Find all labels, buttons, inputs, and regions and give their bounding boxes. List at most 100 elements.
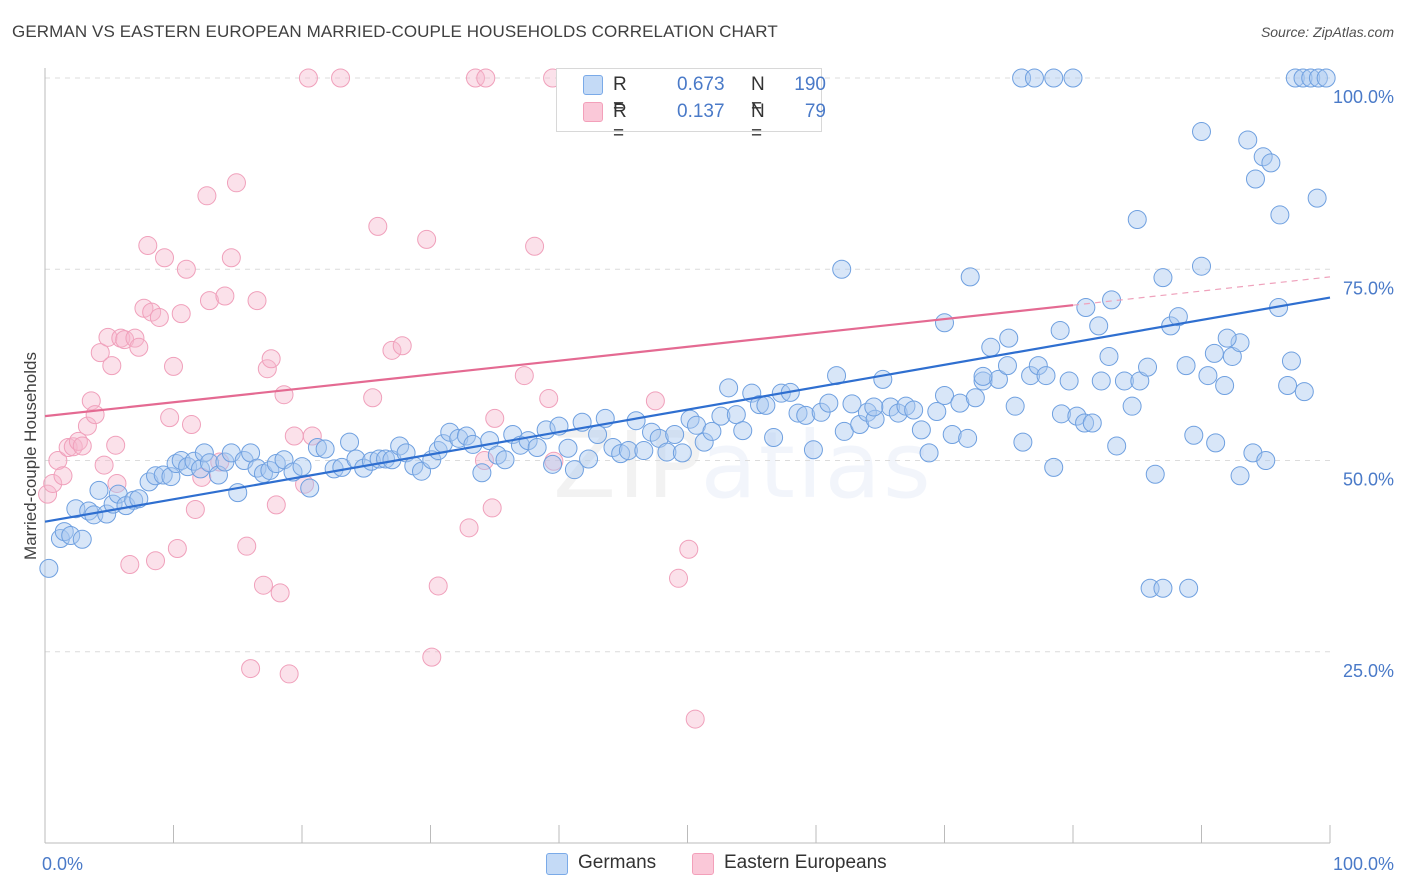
data-point-german xyxy=(1316,68,1336,88)
data-point-german xyxy=(999,328,1019,348)
data-point-eastern-european xyxy=(43,473,63,493)
data-point-german xyxy=(981,337,1001,357)
data-point-german xyxy=(1204,343,1224,363)
data-point-german xyxy=(1122,396,1142,416)
data-point-german xyxy=(1051,404,1071,424)
data-point-german xyxy=(1307,188,1327,208)
data-point-eastern-european xyxy=(465,68,485,88)
data-point-german xyxy=(1024,68,1044,88)
data-point-eastern-european xyxy=(176,259,196,279)
data-point-eastern-european xyxy=(77,416,97,436)
data-point-german xyxy=(1082,413,1102,433)
data-point-german xyxy=(1278,376,1298,396)
legend-stats: R = 0.673 N = 190 R = 0.137 N = 79 xyxy=(556,68,826,144)
data-point-german xyxy=(1091,371,1111,391)
data-point-german xyxy=(463,434,483,454)
data-point-german xyxy=(803,440,823,460)
data-point-german xyxy=(1153,268,1173,288)
data-point-german xyxy=(558,438,578,458)
data-point-german xyxy=(1114,371,1134,391)
data-point-german xyxy=(1176,356,1196,376)
data-point-german xyxy=(1184,425,1204,445)
data-point-german xyxy=(1021,366,1041,386)
data-point-german xyxy=(702,421,722,441)
data-point-eastern-european xyxy=(129,337,149,357)
data-point-german xyxy=(832,259,852,279)
data-point-eastern-european xyxy=(525,236,545,256)
data-point-german xyxy=(965,388,985,408)
data-point-german xyxy=(1293,68,1313,88)
watermark: ZIPatlas xyxy=(553,412,933,519)
data-point-eastern-european xyxy=(48,451,68,470)
data-point-german xyxy=(1028,356,1048,376)
data-point-german xyxy=(1127,210,1147,230)
data-point-eastern-european xyxy=(199,291,219,311)
data-point-eastern-european xyxy=(226,173,246,193)
data-point-german xyxy=(919,443,939,463)
data-point-eastern-european xyxy=(72,436,92,456)
data-point-german xyxy=(756,395,776,415)
data-point-german xyxy=(1044,457,1064,477)
data-point-german xyxy=(315,439,335,459)
data-point-german xyxy=(153,465,173,485)
data-point-german xyxy=(1192,256,1211,276)
data-point-german xyxy=(495,450,515,470)
data-point-eastern-european xyxy=(171,304,191,324)
data-point-eastern-european xyxy=(241,659,261,679)
data-point-german xyxy=(672,443,692,463)
data-point-german xyxy=(1153,578,1173,598)
data-point-german xyxy=(1217,328,1237,348)
data-point-german xyxy=(997,356,1017,376)
data-point-eastern-european xyxy=(58,437,78,457)
trend-lines xyxy=(44,276,1331,523)
y-tick-label: 100.0% xyxy=(1333,87,1394,107)
data-point-eastern-european xyxy=(215,286,235,306)
data-point-german xyxy=(61,525,81,545)
data-point-eastern-european xyxy=(363,388,383,408)
data-point-eastern-european xyxy=(257,359,277,379)
data-point-eastern-european xyxy=(185,499,205,519)
data-point-german xyxy=(472,463,492,483)
legend-label-germans: Germans xyxy=(578,852,657,873)
data-point-german xyxy=(1099,346,1119,366)
data-point-eastern-european xyxy=(279,664,299,684)
data-point-eastern-european xyxy=(221,248,241,268)
data-point-eastern-european xyxy=(539,389,559,409)
data-point-german xyxy=(1238,130,1258,150)
data-point-german xyxy=(449,428,469,448)
data-point-german xyxy=(927,402,947,422)
data-point-eastern-european xyxy=(266,495,286,515)
data-point-german xyxy=(694,432,714,452)
data-point-eastern-european xyxy=(94,455,114,475)
legend-r-label: R = xyxy=(613,74,627,117)
tick-labels: 25.0% 50.0% 75.0% 100.0% 0.0% 100.0% xyxy=(42,87,1394,874)
data-point-german xyxy=(958,428,978,448)
data-point-eastern-european xyxy=(331,68,351,88)
legend-r-label: R = xyxy=(613,101,627,144)
y-tick-label: 25.0% xyxy=(1343,661,1394,681)
data-point-german xyxy=(935,385,954,405)
data-point-german xyxy=(764,428,784,448)
data-point-german xyxy=(1301,68,1321,88)
data-point-eastern-european xyxy=(382,340,402,360)
data-point-german xyxy=(307,437,327,457)
data-point-eastern-european xyxy=(106,435,126,455)
data-point-german xyxy=(543,454,563,474)
data-point-eastern-european xyxy=(107,473,127,493)
data-point-german xyxy=(1089,316,1109,336)
data-point-german xyxy=(657,442,677,462)
data-point-german xyxy=(1044,68,1064,88)
data-point-german xyxy=(579,449,599,469)
data-point-eastern-european xyxy=(247,291,267,311)
data-point-german xyxy=(733,421,753,441)
data-point-german xyxy=(719,378,739,398)
data-point-eastern-european xyxy=(474,451,494,470)
x-tick-label: 0.0% xyxy=(42,854,83,874)
data-point-eastern-european xyxy=(181,415,201,435)
data-point-eastern-european xyxy=(237,536,257,556)
data-point-german xyxy=(340,432,360,452)
data-point-german xyxy=(942,424,962,444)
data-point-german xyxy=(1230,466,1250,486)
data-point-german xyxy=(72,529,92,549)
data-point-eastern-european xyxy=(544,451,564,471)
